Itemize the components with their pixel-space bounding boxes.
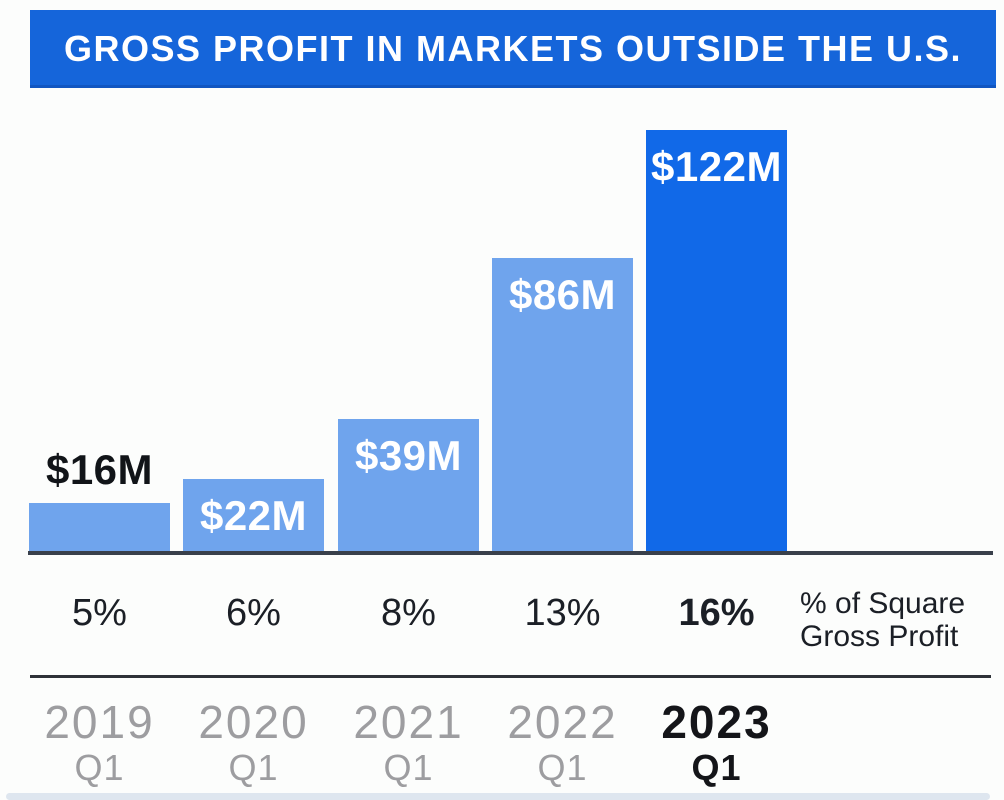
bar-value-label-2019-q1: $16M bbox=[45, 446, 154, 493]
percent-note-line2: Gross Profit bbox=[800, 620, 959, 653]
year-label-2020-q1: 2020 Q1 bbox=[169, 698, 339, 788]
percent-axis-note: % of Square Gross Profit bbox=[800, 587, 965, 653]
quarter-text: Q1 bbox=[537, 747, 588, 788]
year-text: 2022 bbox=[507, 696, 618, 748]
year-text: 2021 bbox=[353, 696, 464, 748]
year-label-2021-q1: 2021 Q1 bbox=[324, 698, 494, 788]
percent-label-2022-q1: 13% bbox=[524, 592, 601, 634]
year-label-2019-q1: 2019 Q1 bbox=[15, 698, 185, 788]
bar-value-label-2023-q1: $122M bbox=[651, 143, 782, 190]
percent-label-2021-q1: 8% bbox=[381, 592, 436, 634]
percent-label-2020-q1: 6% bbox=[226, 592, 281, 634]
quarter-text: Q1 bbox=[74, 747, 125, 788]
separator-line bbox=[30, 675, 991, 678]
chart-title: GROSS PROFIT IN MARKETS OUTSIDE THE U.S. bbox=[63, 28, 963, 69]
bottom-strip bbox=[6, 793, 990, 800]
bar-value-label-2022-q1: $86M bbox=[508, 271, 617, 318]
x-axis-baseline bbox=[28, 551, 993, 555]
bar-2020-q1: $22M bbox=[183, 479, 324, 551]
quarter-text: Q1 bbox=[691, 747, 742, 788]
title-banner: GROSS PROFIT IN MARKETS OUTSIDE THE U.S. bbox=[30, 10, 996, 88]
year-text: 2023 bbox=[661, 696, 772, 748]
year-text: 2020 bbox=[198, 696, 309, 748]
year-text: 2019 bbox=[44, 696, 155, 748]
year-label-2022-q1: 2022 Q1 bbox=[478, 698, 648, 788]
bar-2022-q1: $86M bbox=[492, 258, 633, 551]
percent-note-line1: % of Square bbox=[800, 587, 966, 620]
bar-2021-q1: $39M bbox=[338, 419, 479, 551]
bar-2023-q1: $122M bbox=[646, 130, 787, 551]
bar-2019-q1 bbox=[29, 503, 170, 551]
year-label-2023-q1: 2023 Q1 bbox=[632, 698, 802, 788]
percent-label-2023-q1: 16% bbox=[678, 592, 755, 634]
bar-value-label-2021-q1: $39M bbox=[354, 432, 463, 479]
bar-value-label-2020-q1: $22M bbox=[199, 492, 308, 539]
quarter-text: Q1 bbox=[383, 747, 434, 788]
percent-label-2019-q1: 5% bbox=[72, 592, 127, 634]
quarter-text: Q1 bbox=[228, 747, 279, 788]
